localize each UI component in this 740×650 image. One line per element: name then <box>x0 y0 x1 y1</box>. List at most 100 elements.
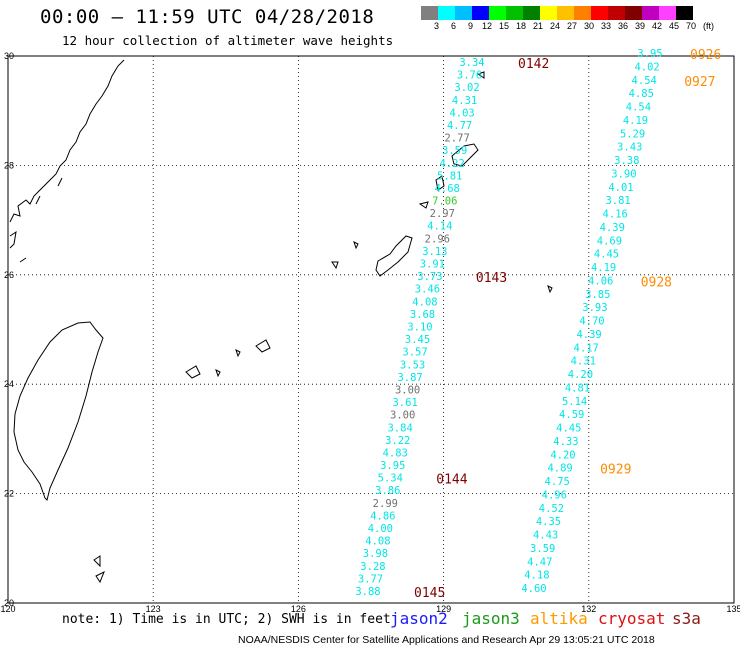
wave-height-reading: 4.03 <box>449 107 474 119</box>
legend-label: 42 <box>652 21 663 31</box>
lat-tick-label: 30 <box>4 51 14 61</box>
wave-height-reading: 4.17 <box>574 342 599 354</box>
legend-swatch <box>659 6 676 20</box>
axis-tick-labels: 120 123 126 129 132 135 30 28 26 24 22 20 <box>0 51 740 614</box>
lat-tick-label: 26 <box>4 270 14 280</box>
legend-label: 21 <box>533 21 544 31</box>
satellite-label-altika: altika <box>530 609 588 628</box>
islet-2 <box>353 241 359 250</box>
ryukyu-island-8 <box>95 570 105 584</box>
coastlines <box>9 59 553 584</box>
footer-note: note: 1) Time is in UTC; 2) SWH is in fe… <box>62 612 391 627</box>
china-coastline <box>9 59 125 263</box>
lon-tick-label: 123 <box>146 604 161 614</box>
wave-height-reading: 3.10 <box>407 322 432 334</box>
islet-5 <box>235 349 241 358</box>
wave-height-reading: 4.01 <box>608 182 633 194</box>
time-label: 0142 <box>518 57 549 72</box>
wave-height-reading: 4.22 <box>440 158 465 170</box>
wave-height-reading: 2.97 <box>430 208 455 220</box>
wave-height-reading: 4.14 <box>427 221 452 233</box>
legend-label: 30 <box>584 21 595 31</box>
wave-height-reading: 4.45 <box>556 423 581 435</box>
wave-height-reading: 4.69 <box>597 235 622 247</box>
lon-tick-label: 126 <box>291 604 306 614</box>
wave-height-reading: 3.88 <box>355 586 380 598</box>
lat-lon-grid <box>7 55 735 604</box>
time-label: 0145 <box>414 586 445 601</box>
wave-height-reading: 3.00 <box>395 384 420 396</box>
wave-height-reading: 3.91 <box>420 259 445 271</box>
lon-tick-label: 129 <box>436 604 451 614</box>
legend-unit: (ft) <box>703 21 714 31</box>
wave-height-reading: 4.96 <box>542 489 567 501</box>
wave-height-reading: 3.77 <box>358 573 383 585</box>
ryukyu-island-5 <box>185 365 201 379</box>
legend-label: 70 <box>686 21 697 31</box>
legend-swatch <box>642 6 659 20</box>
ryukyu-island-1 <box>375 235 413 277</box>
wave-height-reading: 3.13 <box>422 246 447 258</box>
satellite-label-s3a: s3a <box>672 609 701 628</box>
map-frame <box>7 55 735 604</box>
wave-height-reading: 4.06 <box>588 275 613 287</box>
track-altika: 3.954.024.544.854.544.195.293.433.383.90… <box>521 48 721 595</box>
time-label: 0928 <box>641 275 672 290</box>
wave-height-reading: 4.31 <box>571 356 596 368</box>
wave-height-reading: 4.31 <box>452 95 477 107</box>
wave-height-reading: 3.76 <box>457 70 482 82</box>
legend-label: 9 <box>468 21 474 31</box>
legend-label: 45 <box>669 21 680 31</box>
wave-height-reading: 3.38 <box>614 155 639 167</box>
wave-height-reading: 4.47 <box>527 556 552 568</box>
wave-height-reading: 3.02 <box>454 82 479 94</box>
ryukyu-island-2 <box>451 143 479 167</box>
islet-1 <box>331 261 339 270</box>
wave-height-reading: 4.19 <box>591 262 616 274</box>
wave-height-reading: 5.14 <box>562 396 587 408</box>
wave-height-reading: 3.46 <box>415 284 440 296</box>
wave-height-reading: 3.93 <box>582 302 607 314</box>
legend-swatch <box>472 6 489 20</box>
wave-height-reading: 4.43 <box>533 530 558 542</box>
time-label: 0927 <box>684 75 715 90</box>
legend-swatch <box>676 6 693 20</box>
ryukyu-island-6 <box>255 339 271 353</box>
islet-6 <box>215 369 221 378</box>
legend-label: 18 <box>516 21 527 31</box>
track-jason2: 3.343.763.024.314.034.772.773.594.225.81… <box>355 57 549 601</box>
time-label: 0926 <box>690 48 721 63</box>
legend-swatch <box>421 6 438 20</box>
wave-height-reading: 4.85 <box>629 88 654 100</box>
wave-height-reading: 3.00 <box>390 410 415 422</box>
wave-height-reading: 3.68 <box>410 309 435 321</box>
wave-height-reading: 4.54 <box>626 102 651 114</box>
wave-height-reading: 4.86 <box>370 510 395 522</box>
wave-height-reading: 3.81 <box>605 195 630 207</box>
lat-tick-label: 28 <box>4 160 14 170</box>
wave-height-reading: 5.81 <box>437 170 462 182</box>
wave-height-reading: 5.29 <box>620 128 645 140</box>
wave-height-reading: 4.08 <box>412 296 437 308</box>
wave-height-reading: 3.90 <box>611 168 636 180</box>
legend-swatch <box>438 6 455 20</box>
lon-tick-label: 120 <box>0 604 15 614</box>
satellite-label-jason3: jason3 <box>462 609 520 628</box>
legend-swatch <box>540 6 557 20</box>
legend-label: 3 <box>434 21 440 31</box>
wave-height-reading: 3.53 <box>400 359 425 371</box>
ryukyu-island-4 <box>418 201 429 209</box>
legend-swatch <box>625 6 642 20</box>
legend-label: 27 <box>567 21 578 31</box>
wave-height-reading: 3.87 <box>397 372 422 384</box>
wave-height-reading: 4.19 <box>623 115 648 127</box>
wave-height-reading: 3.45 <box>405 334 430 346</box>
wave-height-reading: 3.95 <box>380 460 405 472</box>
wave-height-reading: 3.98 <box>363 548 388 560</box>
ryukyu-island-3 <box>435 175 445 191</box>
wave-height-reading: 4.39 <box>576 329 601 341</box>
lat-tick-label: 24 <box>4 379 14 389</box>
wave-height-reading: 4.08 <box>365 536 390 548</box>
